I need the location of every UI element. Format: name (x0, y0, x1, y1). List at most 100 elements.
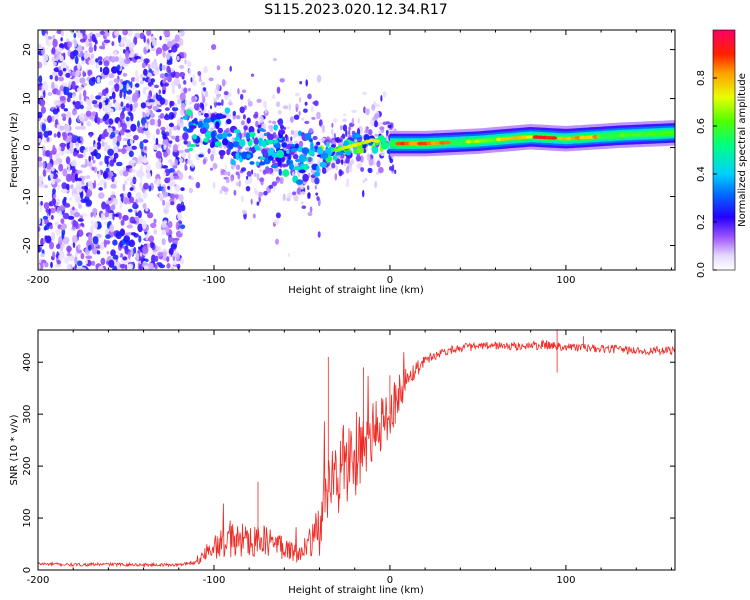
spectrogram-cell (210, 167, 213, 171)
spectrogram-cell (108, 259, 115, 268)
spectrogram-cell (201, 92, 204, 101)
y-tick-label: -20 (22, 237, 33, 253)
spectrogram-cell (165, 201, 171, 208)
spectrogram-cell (139, 32, 145, 40)
spectrogram-cell (143, 68, 148, 76)
spectrogram-cell (95, 152, 102, 160)
spectrogram-cell (76, 189, 83, 193)
spectrogram-cell (136, 58, 141, 64)
spectrogram-cell (233, 189, 237, 196)
spectrogram-cell (64, 256, 69, 264)
spectrogram-cell (367, 129, 373, 136)
spectrogram-y-axis-label: Frequency (Hz) (9, 112, 20, 188)
spectrogram-cell (115, 107, 119, 111)
spectrogram-cell (152, 94, 156, 101)
spectrogram-cell (79, 104, 84, 110)
spectrogram-cell (67, 132, 73, 137)
spectrogram-cell (62, 168, 68, 177)
spectrogram-cell (142, 158, 149, 164)
spectrogram-cell (159, 73, 166, 79)
spectrogram-cell (61, 131, 67, 138)
spectrogram-cell (312, 101, 318, 105)
spectrogram-cell (68, 81, 71, 89)
spectrogram-cell (162, 172, 167, 176)
spectrogram-cell (277, 119, 282, 124)
spectrogram-cell (44, 235, 48, 240)
spectrogram-cell (113, 78, 120, 83)
spectrogram-cell (71, 235, 78, 243)
spectrogram-cell (96, 250, 101, 255)
spectrogram-cell (179, 158, 183, 163)
spectrogram-cell (154, 255, 159, 262)
spectrogram-cell (62, 116, 67, 121)
spectrogram-cell (66, 96, 71, 103)
spectrogram-cell (189, 101, 193, 105)
spectrogram-cell (50, 232, 56, 241)
spectrogram-cell (301, 205, 307, 209)
spectrogram-cell (49, 207, 56, 214)
spectrogram-cell (197, 112, 202, 117)
spectrogram-cell (132, 201, 137, 208)
spectrogram-cell (85, 39, 89, 47)
spectrogram-cell (162, 250, 167, 259)
snr-x-tick-labels: -200 -100 0 100 (27, 575, 576, 586)
spectrogram-cell (348, 165, 352, 172)
spectrogram-cell (228, 101, 233, 106)
spectrogram-cell (152, 105, 159, 111)
spectrogram-cell (133, 134, 139, 141)
spectrogram-cell (258, 128, 265, 132)
spectrogram-cell (188, 68, 192, 76)
spectrogram-cell (264, 147, 270, 151)
spectrogram-cell (376, 171, 379, 175)
spectrogram-cell (270, 164, 278, 169)
spectrogram-cell (168, 122, 174, 128)
spectrogram-cell (359, 155, 364, 163)
spectrogram-cell (187, 60, 192, 68)
spectrogram-cell (331, 122, 334, 128)
spectrogram-cell (162, 89, 166, 95)
spectrogram-cell (58, 66, 62, 71)
spectrogram-cell (261, 140, 267, 148)
spectrogram-cell (275, 212, 281, 219)
spectrogram-cell (370, 119, 375, 127)
spectrogram-cell (133, 36, 138, 46)
spectrogram-cell (72, 193, 77, 198)
spectrogram-cell (58, 165, 63, 171)
spectrogram-cell (310, 141, 314, 150)
spectrogram-cell (116, 135, 122, 142)
spectrogram-cell (134, 78, 140, 82)
spectrogram-cell (121, 147, 126, 155)
spectrogram-cell (55, 48, 59, 55)
spectrogram-cell (155, 128, 160, 135)
spectrogram-cell (134, 83, 140, 88)
spectrogram-cell (264, 149, 268, 159)
spectrogram-cell (351, 117, 354, 125)
spectrogram-cell (138, 235, 142, 243)
spectrogram-cell (256, 98, 262, 103)
spectrogram-cell (106, 260, 109, 265)
spectrogram-cell (299, 96, 302, 103)
spectrogram-cell (203, 137, 209, 143)
spectrogram-cell (70, 184, 74, 190)
spectrogram-cell (88, 46, 94, 53)
spectrogram-cell (374, 181, 378, 189)
spectrogram-cell (151, 254, 156, 264)
spectrogram-cell (43, 90, 46, 99)
spectrogram-cell (74, 55, 79, 65)
spectrogram-cell (105, 93, 109, 99)
spectrogram-cell (135, 192, 142, 200)
spectrogram-cell (66, 111, 72, 119)
spectrogram-cell (177, 212, 182, 221)
spectrogram-cell (111, 91, 116, 100)
spectrogram-cell (371, 104, 376, 111)
spectrogram-cell (153, 70, 159, 75)
spectrogram-cell (108, 197, 112, 201)
spectrogram-cell (62, 212, 70, 220)
spectrogram-cell (125, 131, 132, 138)
spectrogram-cell (188, 144, 197, 148)
spectrogram-cell (167, 159, 173, 163)
spectrogram-cell (130, 123, 137, 132)
spectrogram-cell (38, 156, 43, 162)
spectrogram-cell (226, 118, 232, 125)
spectrogram-cell (80, 136, 83, 142)
